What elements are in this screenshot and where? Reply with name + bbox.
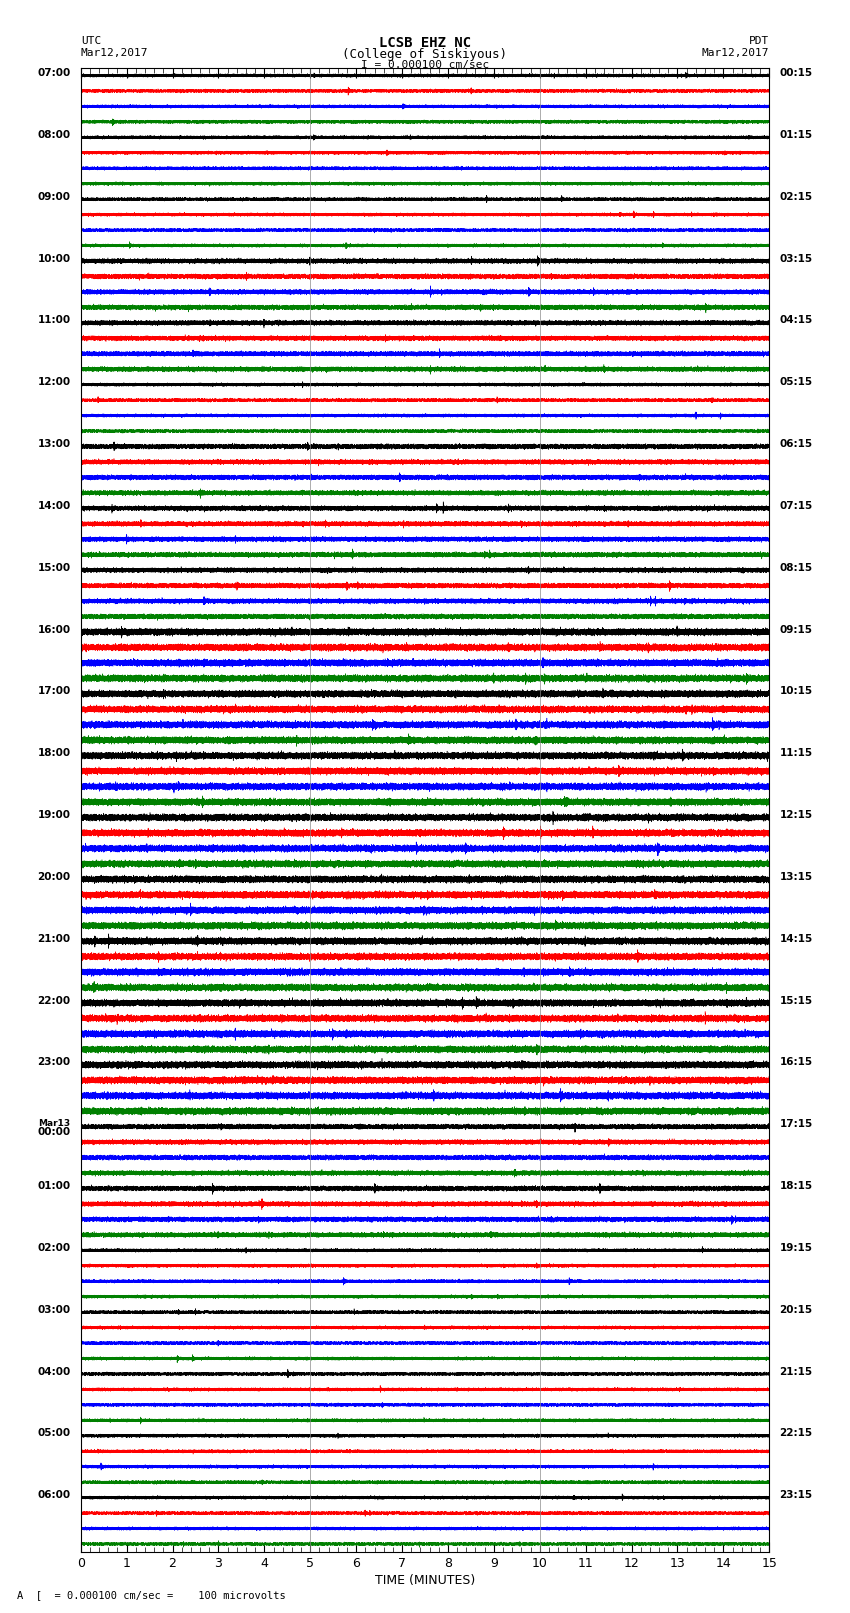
Text: 17:00: 17:00 [37,687,71,697]
Text: 03:00: 03:00 [37,1305,71,1315]
Text: 09:15: 09:15 [779,624,813,634]
Text: 08:15: 08:15 [779,563,813,573]
Text: I = 0.000100 cm/sec: I = 0.000100 cm/sec [361,60,489,69]
Text: 06:00: 06:00 [37,1490,71,1500]
Text: 02:15: 02:15 [779,192,813,202]
Text: 19:15: 19:15 [779,1244,813,1253]
Text: 23:15: 23:15 [779,1490,813,1500]
Text: 13:00: 13:00 [37,439,71,448]
Text: 21:15: 21:15 [779,1366,813,1376]
Text: 05:00: 05:00 [37,1429,71,1439]
Text: 18:00: 18:00 [37,748,71,758]
Text: 18:15: 18:15 [779,1181,813,1190]
Text: 07:00: 07:00 [37,68,71,77]
Text: 14:15: 14:15 [779,934,813,944]
Text: 13:15: 13:15 [779,873,813,882]
Text: LCSB EHZ NC: LCSB EHZ NC [379,37,471,50]
Text: 06:15: 06:15 [779,439,813,448]
Text: Mar13: Mar13 [38,1119,71,1127]
Text: A  [  = 0.000100 cm/sec =    100 microvolts: A [ = 0.000100 cm/sec = 100 microvolts [17,1590,286,1600]
Text: 11:00: 11:00 [37,316,71,326]
Text: 17:15: 17:15 [779,1119,813,1129]
Text: 04:15: 04:15 [779,316,813,326]
Text: 10:00: 10:00 [37,253,71,263]
Text: 02:00: 02:00 [37,1244,71,1253]
Text: 16:15: 16:15 [779,1058,813,1068]
Text: 08:00: 08:00 [37,131,71,140]
Text: 10:15: 10:15 [779,687,813,697]
Text: 11:15: 11:15 [779,748,813,758]
Text: 15:00: 15:00 [37,563,71,573]
Text: 01:00: 01:00 [37,1181,71,1190]
Text: 20:00: 20:00 [37,873,71,882]
Text: 00:15: 00:15 [779,68,813,77]
Text: 22:15: 22:15 [779,1429,813,1439]
Text: 15:15: 15:15 [779,995,813,1005]
Text: 19:00: 19:00 [37,810,71,819]
Text: 23:00: 23:00 [37,1058,71,1068]
Text: 12:15: 12:15 [779,810,813,819]
Text: UTC: UTC [81,37,101,47]
Text: PDT: PDT [749,37,769,47]
Text: 01:15: 01:15 [779,131,813,140]
Text: Mar12,2017: Mar12,2017 [702,48,769,58]
Text: 12:00: 12:00 [37,377,71,387]
Text: Mar12,2017: Mar12,2017 [81,48,148,58]
Text: 07:15: 07:15 [779,502,813,511]
Text: 20:15: 20:15 [779,1305,813,1315]
Text: 03:15: 03:15 [779,253,813,263]
Text: 16:00: 16:00 [37,624,71,634]
Text: 04:00: 04:00 [37,1366,71,1376]
Text: 21:00: 21:00 [37,934,71,944]
Text: 00:00: 00:00 [37,1127,71,1137]
Text: 09:00: 09:00 [37,192,71,202]
Text: (College of Siskiyous): (College of Siskiyous) [343,48,507,61]
X-axis label: TIME (MINUTES): TIME (MINUTES) [375,1574,475,1587]
Text: 14:00: 14:00 [37,502,71,511]
Text: 05:15: 05:15 [779,377,813,387]
Text: 22:00: 22:00 [37,995,71,1005]
